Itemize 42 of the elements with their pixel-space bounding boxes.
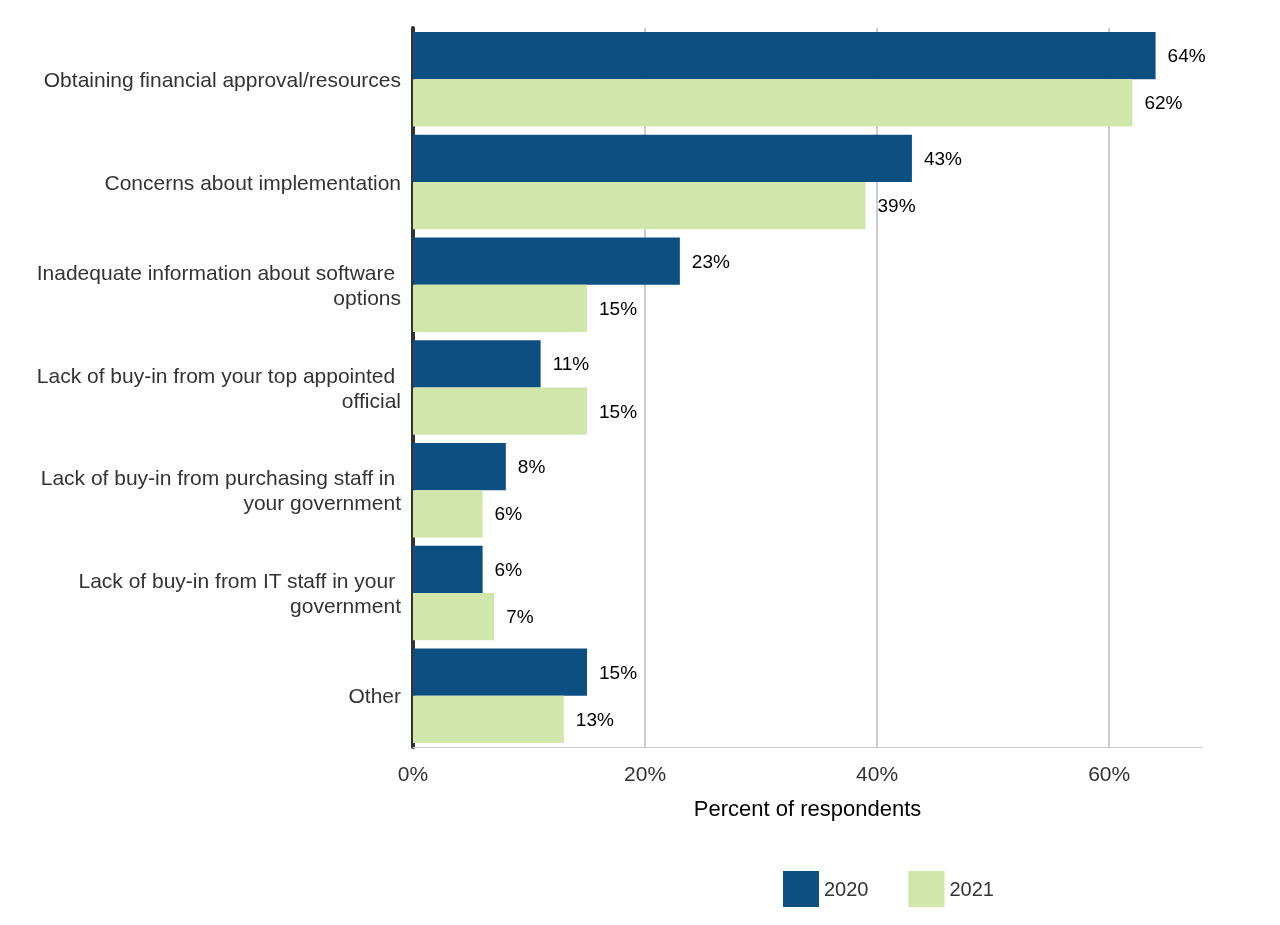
- bar: [413, 442, 506, 491]
- data-label: 62%: [1144, 92, 1183, 114]
- x-tick-label: 60%: [1088, 762, 1131, 785]
- data-label: 6%: [494, 503, 523, 525]
- data-label: 13%: [575, 708, 614, 730]
- y-tick-label: Lack of buy-in from purchasing staff in your government: [40, 466, 402, 515]
- bar: [413, 545, 483, 593]
- legend-label: 2020: [824, 878, 869, 900]
- bar: [413, 79, 1133, 127]
- bar: [413, 237, 680, 285]
- bar: [413, 284, 588, 333]
- legend-label: 2021: [949, 878, 994, 900]
- data-label: 7%: [506, 606, 534, 628]
- data-label: 23%: [691, 250, 730, 272]
- x-tick-label: 0%: [397, 762, 429, 785]
- x-tick-label: 40%: [856, 762, 899, 785]
- bar: [413, 592, 495, 641]
- bar: [413, 695, 564, 743]
- data-label: 8%: [517, 456, 546, 478]
- y-tick-label: Concerns about implementation: [104, 170, 401, 194]
- data-label: 64%: [1167, 45, 1206, 67]
- y-tick-label: Inadequate information about software options: [36, 260, 401, 309]
- data-label: 6%: [494, 558, 523, 580]
- y-tick-label: Other: [348, 684, 401, 708]
- data-label: 43%: [923, 147, 963, 169]
- data-label: 15%: [599, 297, 638, 319]
- data-label: 11%: [552, 353, 590, 375]
- bar: [413, 387, 588, 435]
- bar: [413, 340, 541, 388]
- bar: [413, 182, 866, 230]
- bar: [413, 134, 912, 183]
- bar: [413, 648, 588, 696]
- bar: [413, 490, 483, 538]
- data-label: 39%: [877, 195, 916, 217]
- y-tick-label: Obtaining financial approval/resources: [43, 67, 401, 91]
- y-tick-label: Lack of buy-in from IT staff in your government: [78, 568, 402, 617]
- x-tick-label: 20%: [624, 762, 667, 785]
- data-label: 15%: [599, 661, 638, 683]
- x-axis-title: Percent of respondents: [693, 795, 922, 821]
- data-label: 15%: [599, 400, 638, 422]
- bar: [413, 32, 1156, 80]
- y-tick-label: Lack of buy-in from your top appointed official: [36, 363, 401, 412]
